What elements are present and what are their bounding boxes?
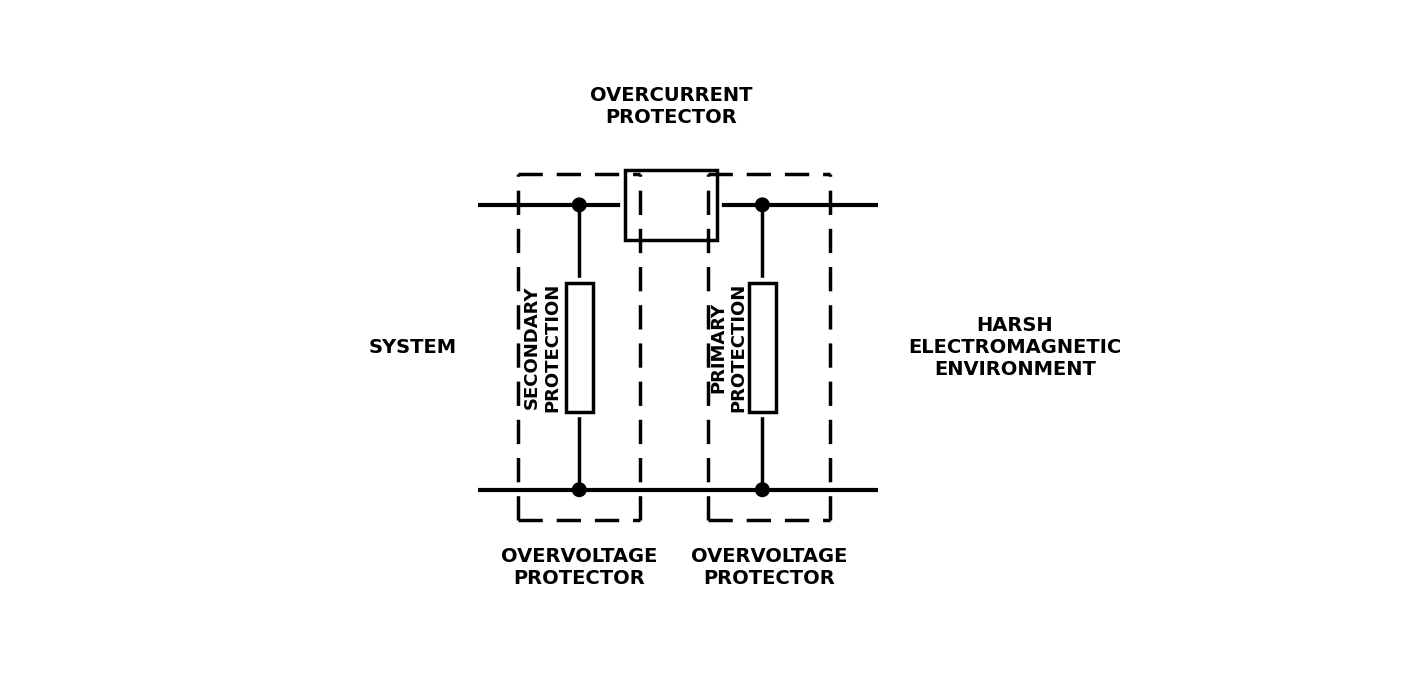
Text: HARSH
ELECTROMAGNETIC
ENVIRONMENT: HARSH ELECTROMAGNETIC ENVIRONMENT	[908, 316, 1121, 379]
Circle shape	[756, 483, 770, 496]
Text: SECONDARY
PROTECTION: SECONDARY PROTECTION	[522, 283, 561, 412]
Text: OVERVOLTAGE
PROTECTOR: OVERVOLTAGE PROTECTOR	[501, 548, 657, 588]
Text: OVERVOLTAGE
PROTECTOR: OVERVOLTAGE PROTECTOR	[692, 548, 847, 588]
Bar	[748, 283, 776, 412]
Bar	[625, 170, 717, 240]
Text: SYSTEM: SYSTEM	[369, 338, 457, 357]
Text: OVERCURRENT
PROTECTOR: OVERCURRENT PROTECTOR	[589, 86, 753, 127]
Bar	[566, 283, 593, 412]
Circle shape	[572, 198, 586, 212]
Circle shape	[572, 483, 586, 496]
Circle shape	[756, 198, 770, 212]
Text: PRIMARY
PROTECTION: PRIMARY PROTECTION	[709, 283, 748, 412]
